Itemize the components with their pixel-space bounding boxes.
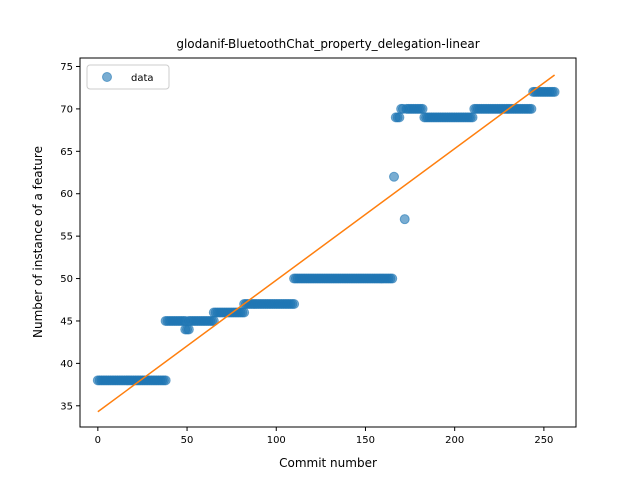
x-tick-label: 100 [267, 435, 286, 446]
legend-label: data [131, 73, 154, 84]
y-tick-label: 65 [60, 147, 73, 158]
y-tick-label: 60 [60, 189, 73, 200]
data-point [390, 172, 399, 181]
x-tick-label: 150 [356, 435, 375, 446]
data-point [418, 104, 427, 113]
data-point [388, 274, 397, 283]
y-tick-label: 40 [60, 359, 73, 370]
legend: data [87, 65, 169, 89]
x-tick-label: 50 [181, 435, 194, 446]
y-tick-label: 70 [60, 104, 73, 115]
data-point [527, 104, 536, 113]
y-tick-label: 55 [60, 232, 73, 243]
data-point [184, 325, 193, 334]
legend-box [87, 65, 169, 89]
x-tick-label: 200 [445, 435, 464, 446]
y-tick-label: 50 [60, 274, 73, 285]
x-tick-label: 0 [95, 435, 101, 446]
data-point [400, 215, 409, 224]
data-point [290, 300, 299, 309]
x-axis-label: Commit number [279, 456, 377, 470]
data-point [468, 113, 477, 122]
chart-title: glodanif-BluetoothChat_property_delegati… [176, 37, 479, 51]
y-axis-label: Number of instance of a feature [31, 146, 45, 338]
data-point [550, 87, 559, 96]
data-point [395, 113, 404, 122]
y-tick-label: 45 [60, 316, 73, 327]
x-tick-label: 250 [534, 435, 553, 446]
legend-marker [103, 73, 112, 82]
data-point [161, 376, 170, 385]
y-tick-label: 75 [60, 62, 73, 73]
y-tick-label: 35 [60, 401, 73, 412]
data-point [240, 308, 249, 317]
